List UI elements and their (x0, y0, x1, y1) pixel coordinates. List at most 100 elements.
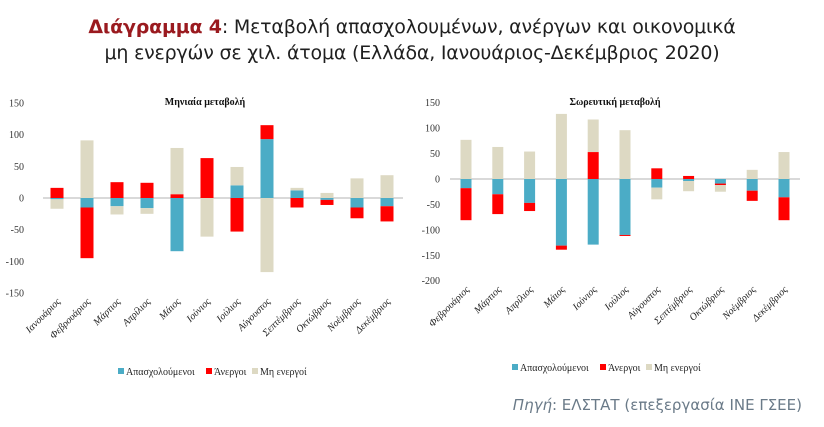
bar-segment-employed (50, 198, 64, 200)
bar-segment-employed (492, 179, 504, 195)
x-category-label: Μάιος (541, 284, 568, 311)
bar-segment-unemployed (619, 234, 631, 236)
bar-segment-inactive (320, 192, 334, 198)
legend-label-inactive: Μη ενεργοί (654, 363, 701, 374)
bar-segment-unemployed (714, 183, 726, 186)
y-tick-label: 0 (19, 194, 24, 205)
bar-segment-employed (651, 179, 663, 188)
legend-label-employed: Απασχολούμενοι (126, 367, 195, 378)
bar-segment-employed (460, 179, 472, 189)
bar-segment-employed (170, 198, 184, 252)
source-text: : ΕΛΣΤΑΤ (επεξεργασία ΙΝΕ ΓΣΕΕ) (551, 396, 802, 414)
bar-segment-unemployed (380, 206, 394, 222)
x-category-label: Φεβρουάριος (427, 284, 473, 330)
bar-segment-inactive (140, 208, 154, 214)
legend-swatch-inactive (252, 368, 258, 374)
x-category-label: Ιούλιος (214, 296, 244, 326)
bar-segment-inactive (619, 130, 631, 179)
title-lead: Διάγραμμα 4 (88, 16, 222, 38)
y-tick-label: 100 (425, 124, 440, 135)
bar-segment-unemployed (320, 199, 334, 205)
bar-segment-employed (587, 179, 599, 245)
legend-label-unemployed: Άνεργοι (214, 367, 247, 378)
legend-label-inactive: Μη ενεργοί (260, 367, 307, 378)
y-tick-label: -150 (6, 289, 24, 300)
x-category-label: Απρίλιος (120, 296, 154, 330)
bar-segment-inactive (230, 166, 244, 186)
title-line-2: μη ενεργών σε χιλ. άτομα (Ελλάδα, Ιανουά… (104, 42, 720, 64)
bar-segment-employed (746, 179, 758, 191)
chart-title: Μηνιαία μεταβολή (165, 96, 246, 108)
figure-title: Διάγραμμα 4: Μεταβολή απασχολουμένων, αν… (0, 14, 824, 66)
bar-segment-employed (714, 179, 726, 184)
y-tick-label: 50 (430, 149, 440, 160)
legend-swatch-employed (118, 368, 124, 374)
bar-segment-unemployed (587, 152, 599, 179)
y-tick-label: -50 (11, 225, 24, 236)
x-category-label: Μάιος (157, 296, 184, 323)
bar-segment-unemployed (524, 202, 536, 212)
bar-segment-unemployed (110, 182, 124, 198)
bar-segment-inactive (80, 140, 94, 198)
y-tick-label: 50 (14, 162, 24, 173)
title-line-1: Διάγραμμα 4: Μεταβολή απασχολουμένων, αν… (0, 14, 824, 40)
bar-segment-inactive (260, 198, 274, 273)
bar-segment-unemployed (170, 194, 184, 198)
bar-segment-inactive (492, 146, 504, 179)
y-tick-label: 100 (9, 130, 24, 141)
bar-segment-unemployed (200, 158, 214, 198)
bar-segment-inactive (200, 198, 214, 237)
bar-segment-inactive (555, 113, 567, 179)
bar-segment-employed (683, 179, 695, 182)
bar-segment-inactive (350, 178, 364, 198)
bar-segment-inactive (651, 187, 663, 200)
x-category-label: Μάρτιος (472, 284, 505, 317)
legend-swatch-employed (512, 364, 518, 370)
x-category-label: Μάρτιος (91, 296, 124, 329)
bar-segment-unemployed (460, 188, 472, 221)
bar-segment-unemployed (350, 207, 364, 219)
bar-segment-unemployed (555, 245, 567, 250)
monthly-change-chart: Μηνιαία μεταβολή 150100500-50-100-150Ιαν… (6, 96, 403, 378)
bar-segment-inactive (290, 187, 304, 191)
bar-segment-unemployed (140, 182, 154, 198)
bar-segment-unemployed (50, 187, 64, 198)
bar-segment-employed (260, 139, 274, 198)
bar-segment-unemployed (651, 168, 663, 179)
bar-segment-inactive (746, 169, 758, 179)
title-rest: : Μεταβολή απασχολουμένων, ανέργων και ο… (221, 16, 736, 38)
bar-segment-unemployed (290, 198, 304, 208)
bar-segment-employed (290, 190, 304, 198)
legend-label-employed: Απασχολούμενοι (520, 363, 589, 374)
bar-segment-unemployed (492, 194, 504, 215)
bar-segment-employed (524, 179, 536, 203)
bar-segment-employed (320, 198, 334, 200)
bar-segment-unemployed (778, 197, 790, 221)
legend-swatch-unemployed (600, 364, 606, 370)
y-tick-label: -100 (422, 225, 440, 236)
y-tick-label: 150 (425, 98, 440, 109)
bar-segment-unemployed (746, 190, 758, 201)
y-tick-label: -50 (427, 200, 440, 211)
bar-segment-inactive (778, 152, 790, 179)
bar-segment-inactive (683, 181, 695, 192)
x-category-label: Απρίλιος (503, 284, 537, 318)
bar-segment-employed (230, 185, 244, 198)
bar-segment-employed (619, 179, 631, 235)
bar-segment-inactive (110, 206, 124, 215)
bar-segment-unemployed (230, 198, 244, 232)
y-tick-label: -150 (422, 251, 440, 262)
bar-segment-employed (778, 179, 790, 198)
x-category-label: Οκτώβριος (687, 284, 727, 324)
y-tick-label: 150 (9, 99, 24, 110)
bar-segment-inactive (170, 147, 184, 195)
bar-segment-unemployed (260, 125, 274, 140)
bar-segment-employed (140, 198, 154, 209)
bar-segment-unemployed (683, 175, 695, 179)
bar-segment-employed (380, 198, 394, 207)
y-tick-label: 0 (435, 175, 440, 186)
y-tick-label: -200 (422, 276, 440, 287)
bar-segment-inactive (587, 119, 599, 153)
bar-segment-inactive (524, 151, 536, 179)
